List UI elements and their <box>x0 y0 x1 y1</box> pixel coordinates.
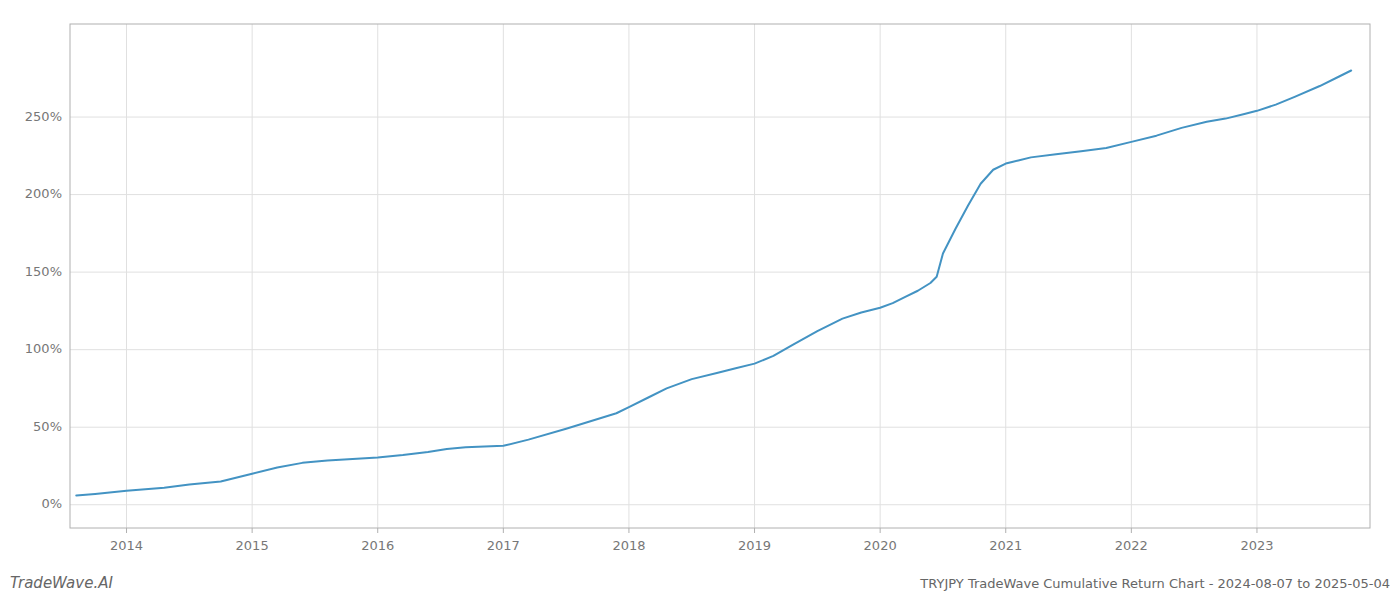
x-tick-label: 2016 <box>361 538 394 553</box>
x-grid-line <box>628 24 629 528</box>
plot-frame <box>70 24 1370 528</box>
x-tick-label: 2023 <box>1240 538 1273 553</box>
y-grid-line <box>70 504 1370 505</box>
x-tick-label: 2017 <box>487 538 520 553</box>
title: TRYJPY TradeWave Cumulative Return Chart… <box>919 576 1390 591</box>
x-axis: 2014 2015 2016 2017 2018 2019 2020 2021 2022 2023 <box>110 528 1274 553</box>
watermark: TradeWave.AI <box>10 574 113 592</box>
x-tick <box>377 528 378 533</box>
x-tick-label: 2022 <box>1115 538 1148 553</box>
line <box>76 71 1351 496</box>
y-tick-label: 200% <box>25 186 62 201</box>
y-grid-line <box>70 427 1370 428</box>
grid <box>70 24 1370 528</box>
y-tick-label: 0% <box>41 496 62 511</box>
x-grid-line <box>377 24 378 528</box>
x-grid-line <box>503 24 504 528</box>
x-grid-line <box>1256 24 1257 528</box>
x-tick <box>252 528 253 533</box>
y-grid-line <box>70 349 1370 350</box>
x-tick <box>628 528 629 533</box>
x-tick <box>1256 528 1257 533</box>
x-grid-line <box>1005 24 1006 528</box>
x-tick-label: 2020 <box>864 538 897 553</box>
y-grid-line <box>70 117 1370 118</box>
x-tick <box>1005 528 1006 533</box>
y-grid-line <box>70 194 1370 195</box>
x-tick-label: 2014 <box>110 538 143 553</box>
y-tick-label: 50% <box>33 419 62 434</box>
x-grid-line <box>754 24 755 528</box>
x-tick <box>1131 528 1132 533</box>
y-tick-label: 100% <box>25 341 62 356</box>
y-tick-label: 150% <box>25 264 62 279</box>
x-tick <box>880 528 881 533</box>
x-tick-label: 2018 <box>612 538 645 553</box>
x-tick <box>754 528 755 533</box>
x-tick-label: 2015 <box>236 538 269 553</box>
series <box>76 71 1351 496</box>
x-grid-line <box>1131 24 1132 528</box>
y-axis: 0% 50% 100% 150% 200% 250% <box>25 109 62 512</box>
x-tick-label: 2021 <box>989 538 1022 553</box>
x-grid-line <box>126 24 127 528</box>
chart: 0%50%100%150%200%250%2014201520162017201… <box>0 0 1400 600</box>
x-tick-label: 2019 <box>738 538 771 553</box>
y-grid-line <box>70 272 1370 273</box>
x-grid-line <box>252 24 253 528</box>
x-tick <box>503 528 504 533</box>
x-grid-line <box>880 24 881 528</box>
x-tick <box>126 528 127 533</box>
y-tick-label: 250% <box>25 109 62 124</box>
